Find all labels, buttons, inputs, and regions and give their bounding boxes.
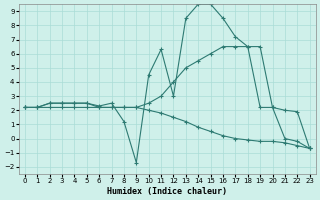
- X-axis label: Humidex (Indice chaleur): Humidex (Indice chaleur): [107, 187, 227, 196]
